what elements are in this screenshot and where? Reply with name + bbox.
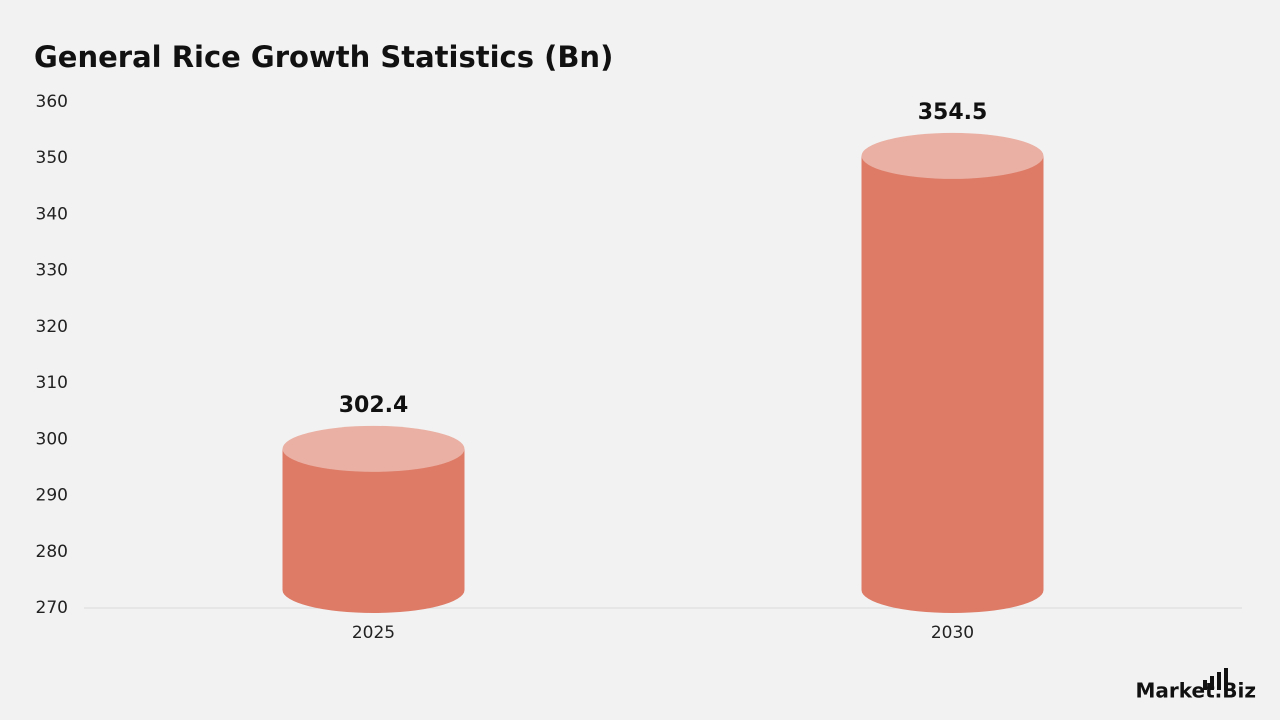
- y-tick-label: 330: [36, 261, 68, 281]
- y-tick-label: 270: [36, 598, 68, 618]
- cylinder-top: [861, 132, 1044, 179]
- x-tick-label: 2030: [931, 623, 974, 643]
- value-label: 354.5: [918, 100, 988, 125]
- cylinder-body: [861, 155, 1044, 613]
- brand-logo: [1203, 668, 1228, 690]
- brand: Market.Biz: [1136, 679, 1257, 703]
- y-tick-label: 300: [36, 429, 68, 449]
- y-tick-label: 280: [36, 542, 68, 562]
- cylinder-top: [282, 425, 465, 472]
- y-tick-label: 310: [36, 373, 68, 393]
- cylinder-body: [282, 448, 465, 613]
- y-tick-label: 320: [36, 317, 68, 337]
- value-label: 302.4: [339, 393, 409, 418]
- y-tick-label: 350: [36, 148, 68, 168]
- y-tick-label: 360: [36, 92, 68, 112]
- x-tick-label: 2025: [352, 623, 395, 643]
- y-tick-label: 340: [36, 204, 68, 224]
- chart-title: General Rice Growth Statistics (Bn): [34, 40, 613, 74]
- y-tick-label: 290: [36, 486, 68, 506]
